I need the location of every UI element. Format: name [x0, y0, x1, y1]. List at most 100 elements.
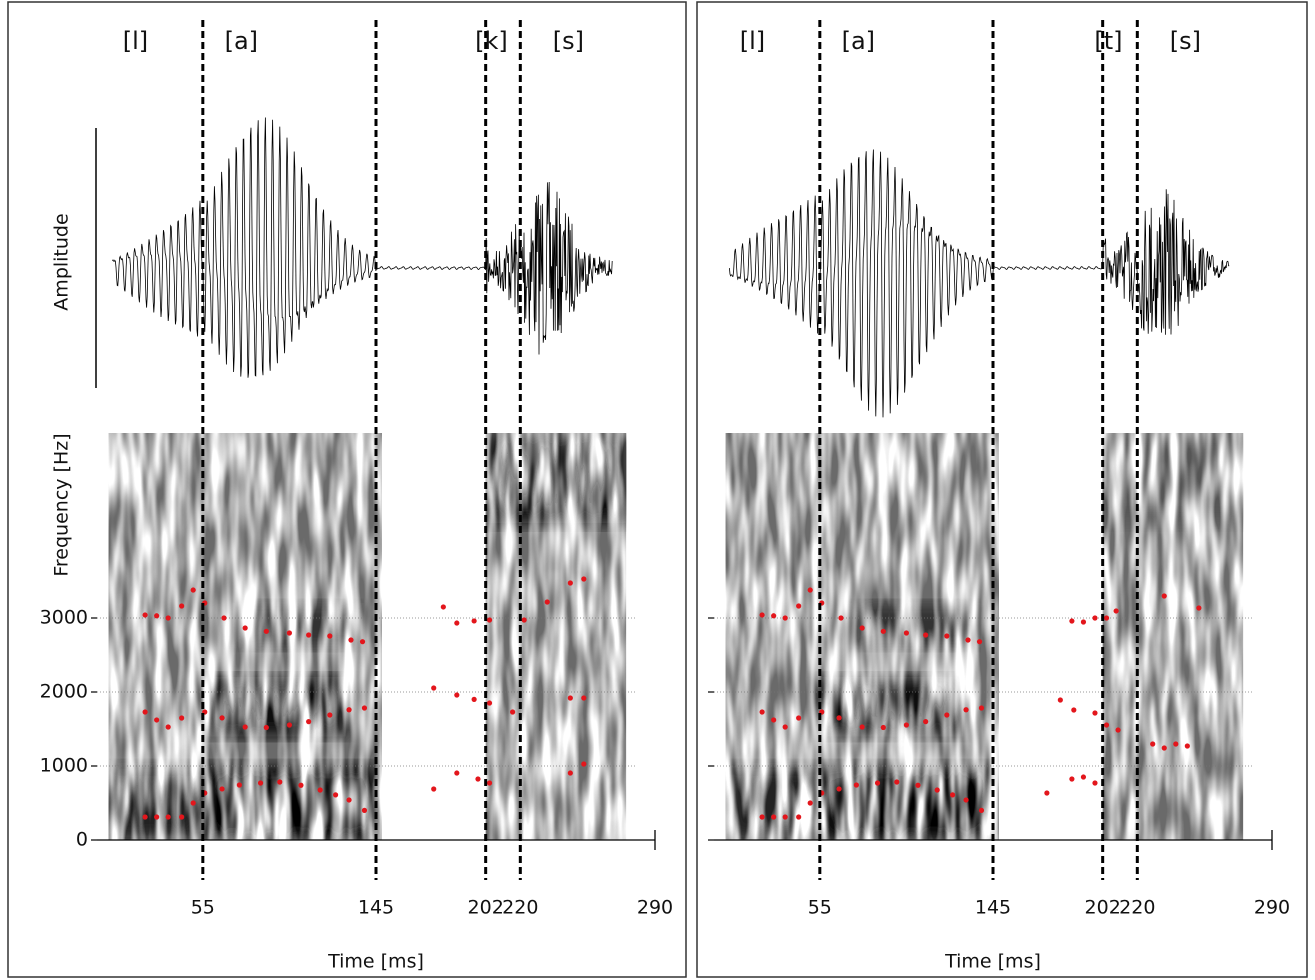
formant-point — [1080, 619, 1087, 625]
waveform — [729, 149, 1230, 418]
formant-point — [190, 587, 196, 593]
formant-point — [521, 617, 527, 623]
formant-point — [277, 779, 283, 785]
formant-point — [759, 814, 765, 820]
formant-point — [1103, 722, 1110, 728]
formant-point — [1184, 743, 1190, 749]
segment-label: [s] — [553, 27, 584, 55]
energy-band — [1102, 433, 1244, 523]
formant-point — [923, 719, 929, 725]
spectrogram — [108, 433, 627, 840]
formant-point — [471, 696, 477, 703]
formant-point — [944, 712, 950, 718]
formant-point — [306, 632, 312, 638]
formant-point — [242, 625, 248, 631]
x-tick-label: 220 — [1119, 897, 1155, 919]
formant-point — [796, 715, 802, 721]
x-tick-label: 55 — [191, 897, 215, 919]
formant-point — [915, 782, 921, 788]
formant-point — [298, 782, 304, 788]
formant-point — [978, 705, 985, 711]
segment-label: [l] — [123, 27, 148, 55]
y-tick-label: 2000 — [40, 681, 88, 703]
formant-point — [1092, 615, 1098, 621]
formant-point — [154, 613, 160, 619]
segment-label: [l] — [740, 27, 765, 55]
x-tick-label: 202 — [1085, 897, 1121, 919]
segment-label: [s] — [1170, 27, 1201, 55]
formant-point — [923, 632, 929, 638]
panel-frame — [7, 1, 687, 978]
segment-label: [a] — [842, 27, 875, 55]
energy-band — [202, 766, 376, 840]
formant-point — [431, 685, 437, 691]
formant-point — [327, 633, 333, 639]
y-tick-label: 1000 — [40, 755, 88, 777]
formant-point — [771, 814, 777, 820]
formant-point — [874, 780, 881, 786]
formant-point — [454, 620, 460, 626]
formant-point — [440, 604, 446, 610]
waveform — [112, 117, 613, 378]
formant-point — [165, 814, 171, 820]
formant-point — [963, 707, 969, 713]
spectrogram-region — [725, 433, 999, 840]
formant-point — [782, 814, 788, 820]
formant-point — [581, 576, 587, 582]
formant-point — [934, 787, 940, 793]
formant-point — [327, 712, 333, 718]
formant-point — [475, 776, 481, 782]
formant-point — [286, 722, 293, 728]
formant-point — [165, 724, 171, 730]
energy-band — [859, 603, 970, 648]
formant-point — [771, 717, 777, 723]
x-axis-label: Time [ms] — [327, 951, 424, 973]
formant-point — [486, 700, 493, 706]
energy-band — [725, 766, 820, 840]
formant-point — [1150, 741, 1156, 747]
energy-band — [242, 603, 353, 648]
formant-point — [976, 639, 983, 645]
spectrogram-region — [1102, 433, 1244, 840]
formant-point — [771, 613, 777, 619]
formant-point — [1057, 697, 1063, 703]
formant-point — [165, 615, 171, 621]
formant-point — [486, 780, 493, 786]
formant-point — [348, 637, 354, 643]
formant-point — [1161, 593, 1167, 599]
formant-point — [242, 724, 248, 730]
energy-band — [819, 677, 963, 737]
segment-label: [k] — [475, 27, 508, 55]
formant-point — [807, 800, 813, 806]
spectrogram — [725, 433, 1244, 840]
formant-point — [838, 615, 844, 621]
energy-band — [202, 677, 346, 737]
formant-point — [903, 722, 910, 728]
formant-point — [286, 630, 293, 636]
formant-point — [1092, 780, 1098, 786]
formant-point — [1113, 608, 1119, 614]
formant-point — [236, 782, 242, 788]
formant-point — [346, 797, 352, 803]
x-tick-label: 202 — [468, 897, 504, 919]
formant-point — [454, 770, 460, 776]
formant-point — [317, 787, 323, 793]
formant-point — [965, 637, 971, 643]
y-tick-label: 3000 — [40, 607, 88, 629]
formant-point — [361, 807, 368, 814]
y-tick-label: 0 — [76, 829, 88, 851]
formant-point — [1069, 618, 1075, 624]
formant-point — [759, 709, 765, 715]
formant-point — [567, 695, 573, 701]
formant-point — [1161, 745, 1167, 751]
x-tick-label: 145 — [358, 897, 394, 919]
formant-point — [544, 599, 550, 605]
spectrogram-region — [108, 433, 382, 840]
formant-point — [1092, 710, 1098, 716]
formant-point — [219, 715, 225, 721]
formant-point — [1115, 727, 1121, 733]
segment-label: [t] — [1094, 27, 1122, 55]
panel-frame — [696, 1, 1308, 978]
formant-point — [190, 800, 196, 806]
